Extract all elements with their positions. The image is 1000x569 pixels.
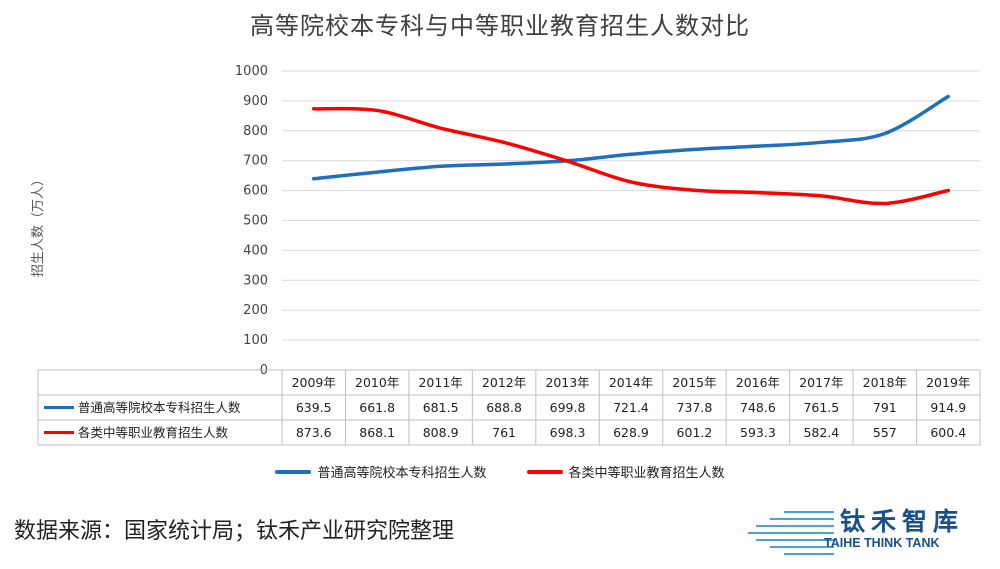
series-line: [311, 94, 951, 181]
table-cell-value: 639.5: [296, 400, 332, 415]
table-series-name: 普通高等院校本专科招生人数: [78, 400, 241, 415]
logo-stripes-icon: [748, 511, 834, 555]
table-cell-value: 914.9: [930, 400, 966, 415]
table-cell-value: 868.1: [359, 425, 395, 440]
y-tick-label: 700: [243, 154, 268, 169]
table-series-name: 各类中等职业教育招生人数: [78, 425, 229, 440]
x-tick-label: 2009年: [292, 375, 336, 390]
legend-item-undergrad: 普通高等院校本专科招生人数: [275, 462, 487, 481]
table-cell-value: 698.3: [550, 425, 586, 440]
table-cell-value: 748.6: [740, 400, 776, 415]
x-tick-label: 2013年: [545, 375, 589, 390]
legend-swatch-red: [526, 469, 563, 474]
y-tick-label: 300: [243, 273, 268, 288]
data-source-note: 数据来源：国家统计局；钛禾产业研究院整理: [14, 519, 455, 544]
taihe-logo: 钛禾智库 TAIHE THINK TANK: [742, 500, 982, 560]
table-cell-value: 808.9: [423, 425, 459, 440]
table-cell-value: 628.9: [613, 425, 649, 440]
table-cell-value: 873.6: [296, 425, 332, 440]
x-tick-label: 2014年: [609, 375, 653, 390]
x-tick-label: 2017年: [799, 375, 843, 390]
table-cell-value: 737.8: [677, 400, 713, 415]
table-cell-value: 688.8: [486, 400, 522, 415]
table-cell-value: 582.4: [803, 425, 839, 440]
x-tick-label: 2019年: [926, 375, 970, 390]
y-tick-label: 400: [243, 243, 268, 258]
y-tick-label: 600: [243, 184, 268, 199]
table-cell-value: 600.4: [930, 425, 966, 440]
y-tick-label: 1000: [235, 64, 268, 79]
y-tick-label: 500: [243, 214, 268, 229]
legend-swatch-blue: [275, 469, 312, 474]
x-tick-label: 2016年: [736, 375, 780, 390]
legend-label: 普通高等院校本专科招生人数: [317, 466, 487, 481]
table-cell-value: 791: [873, 400, 897, 415]
table-cell-value: 761.5: [803, 400, 839, 415]
x-tick-label: 2018年: [863, 375, 907, 390]
legend-item-vocational: 各类中等职业教育招生人数: [526, 462, 725, 481]
table-cell-value: 601.2: [677, 425, 713, 440]
series-lines: [311, 94, 951, 206]
y-axis-label: 招生人数（万人）: [31, 173, 46, 277]
x-tick-label: 2015年: [672, 375, 716, 390]
table-cell-value: 681.5: [423, 400, 459, 415]
y-tick-label: 900: [243, 94, 268, 109]
logo-chinese-text: 钛禾智库: [840, 507, 965, 536]
x-tick-label: 2011年: [418, 375, 462, 390]
x-tick-label: 2010年: [355, 375, 399, 390]
data-table: 2009年 2010年 2011年 2012年 2013年 2014年 2015年 2016年…: [37, 369, 981, 446]
legend: 普通高等院校本专科招生人数 各类中等职业教育招生人数: [0, 462, 1000, 481]
gridlines: [282, 70, 980, 371]
chart-title: 高等院校本专科与中等职业教育招生人数对比: [250, 12, 750, 40]
table-cell-value: 661.8: [359, 400, 395, 415]
table-cell-value: 557: [873, 425, 897, 440]
table-cell-value: 699.8: [550, 400, 586, 415]
table-cell-value: 761: [492, 425, 516, 440]
table-cell-value: 721.4: [613, 400, 649, 415]
y-tick-label: 200: [243, 303, 268, 318]
legend-label: 各类中等职业教育招生人数: [568, 466, 725, 481]
table-cell-value: 593.3: [740, 425, 776, 440]
y-tick-label: 100: [243, 333, 268, 348]
y-tick-label: 800: [243, 124, 268, 139]
logo-english-text: TAIHE THINK TANK: [824, 536, 940, 550]
x-tick-label: 2012年: [482, 375, 526, 390]
